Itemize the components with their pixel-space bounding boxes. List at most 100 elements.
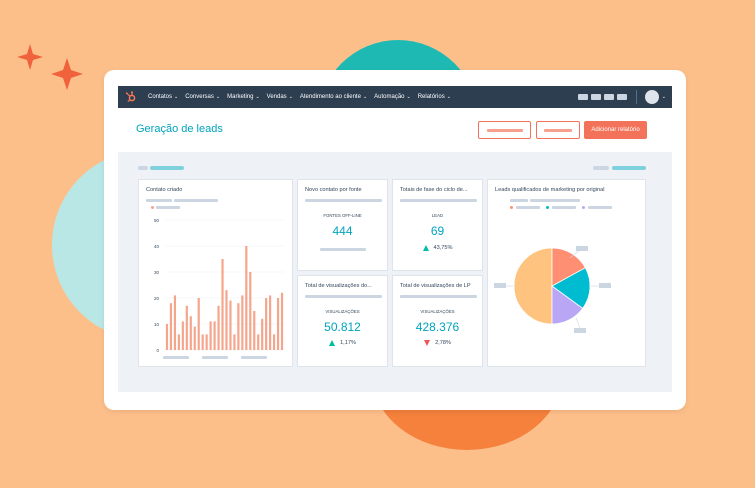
filter-placeholder[interactable] xyxy=(138,166,148,170)
nav-item-relatorios[interactable]: Relatórios ⌄ xyxy=(417,94,451,100)
bar xyxy=(249,272,252,350)
y-tick-label: 0 xyxy=(156,348,159,352)
metric-label: VISUALIZAÇÕES xyxy=(325,309,360,314)
bar xyxy=(201,334,204,350)
nav-item-contatos[interactable]: Contatos ⌄ xyxy=(148,94,179,100)
card-title: Contato criado xyxy=(146,187,183,193)
y-tick-label: 20 xyxy=(154,296,160,301)
y-tick-label: 10 xyxy=(154,322,160,327)
add-report-button[interactable]: Adicionar relatório xyxy=(584,121,647,139)
main-menu: Contatos ⌄ Conversas ⌄ Marketing ⌄ Vendas ⌄ … xyxy=(148,94,458,100)
axis-label-placeholder xyxy=(163,356,189,359)
trend-down-icon xyxy=(424,340,431,346)
card-title: Totais de fase do ciclo de... xyxy=(400,187,468,193)
bar xyxy=(276,298,280,350)
bar xyxy=(253,311,256,350)
bar xyxy=(272,334,276,350)
bar xyxy=(233,334,236,350)
legend-placeholder xyxy=(516,206,540,209)
contacts-created-card[interactable]: Contato criado 50 40 30 20 10 0 xyxy=(138,179,293,367)
bar xyxy=(213,321,216,350)
slice-label-placeholder xyxy=(574,328,586,333)
chevron-down-icon: ⌄ xyxy=(255,94,260,100)
bar xyxy=(181,321,184,350)
subtitle-placeholder xyxy=(305,295,382,298)
nav-utility-button[interactable] xyxy=(590,94,601,100)
legend-placeholder xyxy=(146,199,172,202)
chevron-down-icon: ⌄ xyxy=(406,94,411,100)
slice-label-placeholder xyxy=(599,283,611,288)
legend-placeholder xyxy=(588,206,612,209)
bar xyxy=(197,298,200,350)
chevron-down-icon: ⌄ xyxy=(174,94,179,100)
nav-item-conversas[interactable]: Conversas ⌄ xyxy=(185,94,221,100)
mql-by-source-card[interactable]: Leads qualificados de marketing por orig… xyxy=(487,179,646,367)
action-button-2[interactable] xyxy=(536,121,580,139)
bar xyxy=(217,305,220,350)
bar xyxy=(193,326,196,350)
legend-placeholder xyxy=(552,206,576,209)
bar xyxy=(185,305,188,350)
chevron-down-icon: ⌄ xyxy=(288,94,293,100)
bar xyxy=(173,295,177,350)
lifecycle-totals-card[interactable]: Totais de fase do ciclo de... LEAD 69 43… xyxy=(392,179,483,271)
metric-label: LEAD xyxy=(431,213,444,218)
chevron-down-icon: ⌄ xyxy=(446,94,451,100)
nav-item-vendas[interactable]: Vendas ⌄ xyxy=(266,94,293,100)
change-indicator: 1,17% xyxy=(298,340,387,346)
legend-placeholder xyxy=(174,199,218,202)
bar xyxy=(165,324,169,350)
top-navigation-bar: Contatos ⌄ Conversas ⌄ Marketing ⌄ Vendas ⌄ … xyxy=(118,86,672,108)
y-tick-label: 50 xyxy=(154,218,160,223)
bar xyxy=(225,290,228,350)
action-button-1[interactable] xyxy=(478,121,531,139)
trend-up-icon xyxy=(422,245,429,251)
dashboard-area: Contato criado 50 40 30 20 10 0 Novo contato … xyxy=(118,152,672,392)
subtitle-placeholder xyxy=(305,199,382,202)
chevron-down-icon: ⌄ xyxy=(215,94,221,100)
new-contacts-by-source-card[interactable]: Novo contato por fonte FONTES OFF-LINE 4… xyxy=(297,179,388,271)
bar xyxy=(269,295,272,350)
chevron-down-icon[interactable]: ⌄ xyxy=(661,94,666,100)
pie-slice xyxy=(551,267,591,309)
total-views-card[interactable]: Total de visualizações do... VISUALIZAÇÕ… xyxy=(297,275,388,367)
metric-value: 428.376 xyxy=(415,320,460,334)
bar xyxy=(237,303,240,350)
filter-placeholder[interactable] xyxy=(593,166,609,170)
legend-dot xyxy=(582,206,585,209)
nav-utility-button[interactable] xyxy=(616,94,627,100)
bar xyxy=(169,303,173,350)
filter-placeholder[interactable] xyxy=(612,166,646,170)
avatar[interactable] xyxy=(644,90,659,104)
metric-value: 69 xyxy=(430,224,445,238)
bar xyxy=(257,334,260,350)
bar xyxy=(189,316,192,350)
legend-placeholder xyxy=(530,199,580,202)
nav-utility-button[interactable] xyxy=(603,94,614,100)
metric-label: VISUALIZAÇÕES xyxy=(420,309,455,314)
nav-item-automacao[interactable]: Automação ⌄ xyxy=(374,94,411,100)
card-title: Total de visualizações do... xyxy=(305,283,372,289)
nav-utility-button[interactable] xyxy=(577,94,588,100)
nav-item-atendimento[interactable]: Atendimento ao cliente ⌄ xyxy=(299,94,368,100)
card-title: Total de visualizações de LP xyxy=(400,283,471,289)
hubspot-logo-icon[interactable] xyxy=(120,86,142,108)
filter-placeholder[interactable] xyxy=(150,166,184,170)
nav-item-marketing[interactable]: Marketing ⌄ xyxy=(227,94,260,100)
bar xyxy=(265,298,268,350)
change-value: 2,78% xyxy=(435,340,451,346)
nav-utilities: ⌄ xyxy=(577,90,672,104)
legend-dot xyxy=(546,206,549,209)
y-tick-label: 40 xyxy=(154,244,160,249)
card-title: Leads qualificados de marketing por orig… xyxy=(495,187,605,193)
metric-value: 50.812 xyxy=(324,320,361,334)
slice-label-placeholder xyxy=(576,246,588,251)
bar xyxy=(209,321,212,350)
bar xyxy=(221,259,224,350)
sparkle-icon xyxy=(17,44,83,90)
mql-pie-chart xyxy=(494,246,611,333)
bar xyxy=(241,295,244,350)
footer-placeholder xyxy=(320,248,366,251)
total-lp-views-card[interactable]: Total de visualizações de LP VISUALIZAÇÕ… xyxy=(392,275,483,367)
legend-placeholder xyxy=(510,199,528,202)
